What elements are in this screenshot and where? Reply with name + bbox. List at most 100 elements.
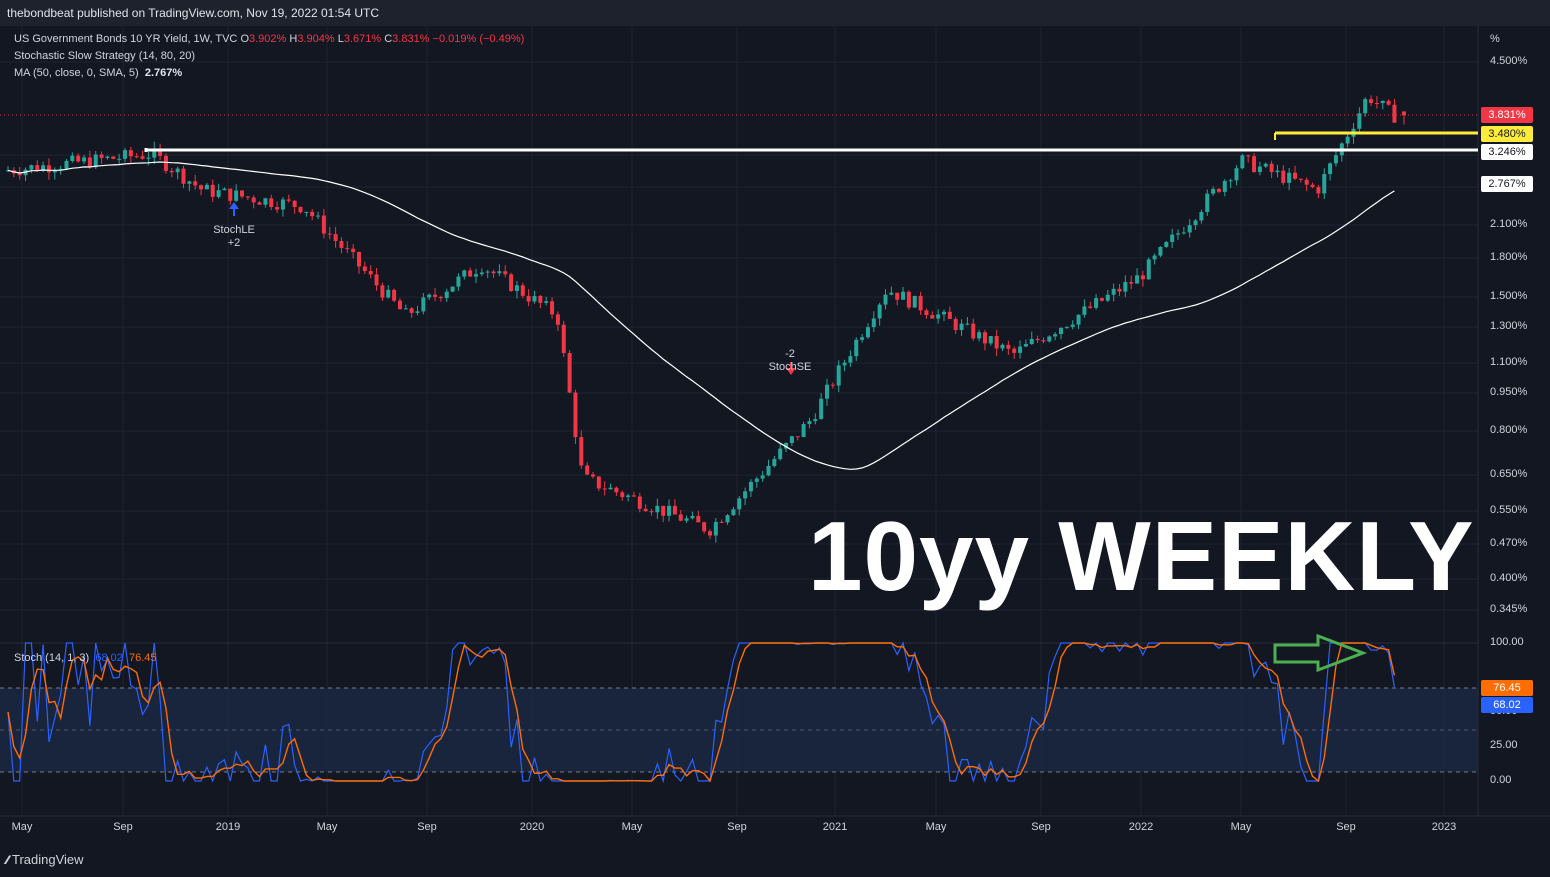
candle-body bbox=[339, 241, 344, 248]
candle-body bbox=[111, 156, 116, 159]
candle-body bbox=[433, 294, 438, 297]
candle-body bbox=[532, 295, 537, 302]
candle-body bbox=[573, 392, 578, 438]
candle-body bbox=[1146, 259, 1151, 280]
time-tick-label: 2020 bbox=[519, 821, 545, 833]
top-bar bbox=[0, 0, 1550, 26]
candle-body bbox=[538, 295, 543, 303]
candle-body bbox=[1310, 184, 1315, 188]
candle-body bbox=[1246, 155, 1251, 157]
candle-body bbox=[140, 156, 145, 159]
candle-body bbox=[883, 294, 888, 305]
stoch-tick-label: 0.00 bbox=[1490, 774, 1512, 786]
ma-last-box: 2.767% bbox=[1481, 176, 1533, 192]
time-tick-label: May bbox=[11, 821, 33, 833]
candle-body bbox=[228, 188, 233, 201]
candle-body bbox=[263, 198, 268, 205]
candle-body bbox=[1135, 275, 1140, 284]
candle-body bbox=[1023, 343, 1028, 347]
time-tick-label: 2022 bbox=[1128, 821, 1154, 833]
candle-body bbox=[222, 188, 227, 191]
candle-body bbox=[1281, 170, 1286, 183]
candle-body bbox=[766, 465, 771, 476]
time-tick-label: May bbox=[316, 821, 338, 833]
candle-body bbox=[240, 190, 244, 197]
chart-canvas[interactable] bbox=[0, 26, 1550, 846]
candle-body bbox=[327, 233, 332, 235]
candle-body bbox=[316, 215, 321, 217]
candle-body bbox=[1140, 275, 1145, 280]
candle-body bbox=[1164, 241, 1169, 247]
candle-body bbox=[754, 478, 759, 482]
candle-body bbox=[345, 247, 350, 249]
price-tick-label: 0.550% bbox=[1490, 504, 1528, 516]
candle-body bbox=[778, 448, 783, 460]
candle-body bbox=[1392, 104, 1397, 123]
price-tick-label: 1.300% bbox=[1490, 320, 1528, 332]
candle-body bbox=[637, 496, 642, 509]
candle-body bbox=[1082, 306, 1087, 315]
candle-body bbox=[620, 492, 625, 497]
candle-body bbox=[1170, 234, 1175, 242]
tradingview-mark-icon: ⁄⁄ bbox=[6, 852, 9, 867]
candle-body bbox=[351, 248, 356, 253]
candle-body bbox=[643, 508, 648, 512]
candle-body bbox=[1018, 346, 1023, 353]
candle-body bbox=[169, 170, 174, 173]
candle-body bbox=[392, 289, 397, 301]
candle-body bbox=[368, 271, 373, 275]
candle-body bbox=[17, 173, 22, 176]
price-tick-label: 0.950% bbox=[1490, 386, 1528, 398]
candle-body bbox=[830, 384, 835, 386]
candle-body bbox=[76, 155, 81, 162]
candle-body bbox=[608, 487, 613, 490]
long-entry-arrow-icon bbox=[229, 202, 239, 216]
time-tick-label: 2023 bbox=[1431, 821, 1457, 833]
candle-body bbox=[46, 165, 51, 173]
short-entry-arrow-icon bbox=[786, 362, 796, 375]
candle-body bbox=[684, 518, 689, 521]
candle-body bbox=[1298, 178, 1303, 180]
candle-body bbox=[772, 459, 777, 466]
candle-body bbox=[807, 421, 812, 425]
candle-body bbox=[152, 148, 157, 158]
candle-body bbox=[836, 365, 841, 386]
candle-body bbox=[550, 301, 555, 315]
stoch-tick-label: 25.00 bbox=[1490, 739, 1518, 751]
candle-body bbox=[1111, 288, 1116, 295]
candle-body bbox=[1240, 155, 1245, 169]
candle-body bbox=[87, 157, 92, 168]
candle-body bbox=[1269, 163, 1274, 173]
candle-body bbox=[719, 521, 724, 523]
price-tick-label: 1.100% bbox=[1490, 356, 1528, 368]
candle-body bbox=[930, 315, 935, 319]
ma-legend: MA (50, close, 0, SMA, 5) 2.767% bbox=[14, 67, 183, 79]
candle-body bbox=[1304, 179, 1309, 185]
candle-body bbox=[1293, 172, 1297, 179]
candle-body bbox=[760, 475, 765, 479]
candle-body bbox=[789, 436, 794, 444]
candle-body bbox=[310, 211, 315, 217]
candle-body bbox=[672, 505, 677, 515]
candle-body bbox=[936, 314, 941, 319]
time-tick-label: May bbox=[925, 821, 947, 833]
candle-body bbox=[795, 436, 800, 438]
time-tick-label: 2019 bbox=[215, 821, 241, 833]
candle-body bbox=[421, 297, 426, 312]
candle-body bbox=[187, 181, 192, 184]
candle-body bbox=[1053, 334, 1058, 337]
price-tick-label: 1.800% bbox=[1490, 251, 1528, 263]
candle-body bbox=[456, 276, 461, 287]
candle-body bbox=[1029, 338, 1034, 344]
candle-body bbox=[994, 336, 999, 349]
candle-body bbox=[678, 514, 683, 521]
candle-body bbox=[708, 531, 712, 536]
candle-body bbox=[415, 311, 420, 313]
tradingview-logo[interactable]: ⁄⁄ TradingView bbox=[6, 852, 84, 867]
candle-body bbox=[427, 294, 432, 298]
candle-body bbox=[649, 511, 654, 513]
candle-body bbox=[889, 292, 894, 295]
published-info: thebondbeat published on TradingView.com… bbox=[7, 6, 380, 20]
price-tick-label: 4.500% bbox=[1490, 55, 1528, 67]
candle-body bbox=[321, 215, 326, 234]
